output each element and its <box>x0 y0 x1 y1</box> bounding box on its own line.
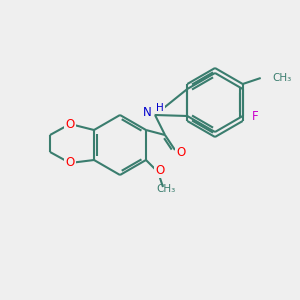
Text: O: O <box>176 146 186 158</box>
Text: O: O <box>65 157 75 169</box>
Text: N: N <box>142 106 152 119</box>
Text: O: O <box>65 118 75 130</box>
Text: F: F <box>251 110 258 122</box>
Text: CH₃: CH₃ <box>273 73 292 83</box>
Text: O: O <box>155 164 165 176</box>
Text: CH₃: CH₃ <box>156 184 176 194</box>
Text: H: H <box>156 103 164 113</box>
